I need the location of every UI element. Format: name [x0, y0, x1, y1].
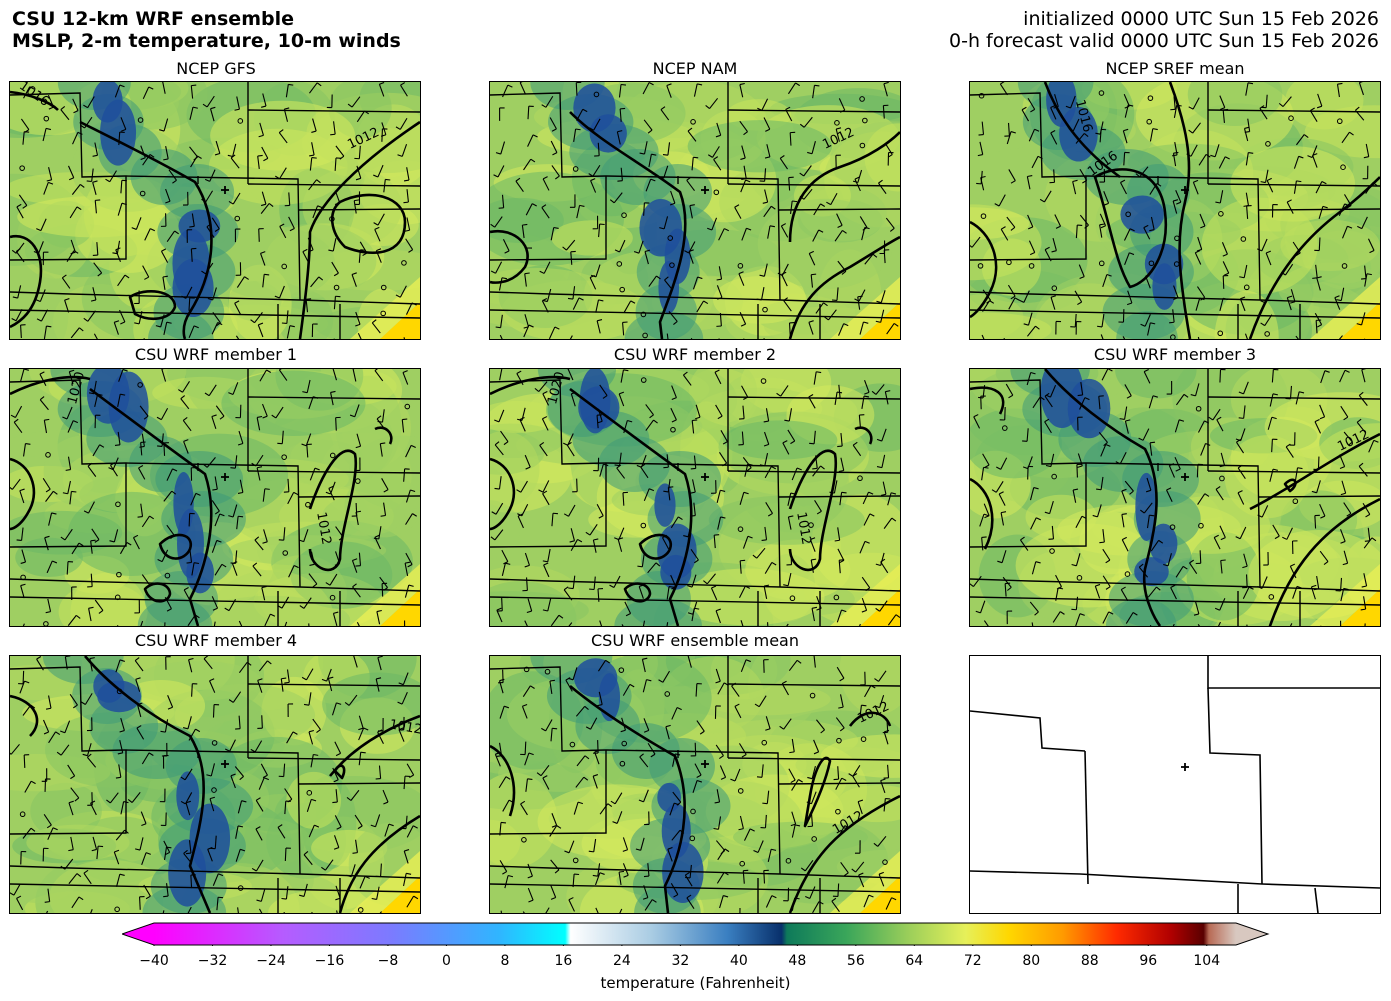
temperature-field — [10, 82, 420, 339]
panel-title-member1: CSU WRF member 1 — [134, 345, 298, 364]
figure-title: CSU 12-km WRF ensemble MSLP, 2-m tempera… — [12, 8, 401, 52]
map-panel-sref[interactable]: 1016 1016 — [969, 81, 1381, 340]
colorbar-tick-label: −24 — [256, 953, 286, 969]
colorbar-tick-label: 72 — [963, 953, 982, 969]
temperature-field — [10, 656, 420, 913]
colorbar-tick-label: 32 — [671, 953, 690, 969]
state-borders — [970, 82, 1380, 339]
wind-barbs — [10, 369, 417, 626]
wind-barbs — [494, 656, 897, 913]
valid-time: 0-h forecast valid 0000 UTC Sun 15 Feb 2… — [949, 30, 1379, 52]
panel-title-gfs: NCEP GFS — [176, 59, 256, 78]
figure-title-line1: CSU 12-km WRF ensemble — [12, 8, 294, 30]
colorbar-tick-label: 8 — [500, 953, 510, 969]
map-panel-blank[interactable] — [969, 655, 1381, 914]
temperature-colorbar — [122, 922, 1270, 946]
isobar-label: 1012 — [313, 511, 334, 546]
map-panel-gfs[interactable]: 1016 1012 — [9, 81, 421, 340]
wind-barbs — [970, 82, 1378, 339]
map-canvas: 1012 — [490, 82, 900, 339]
wind-barbs — [490, 82, 899, 339]
colorbar-tick-label: −32 — [197, 953, 228, 969]
panel-title-sref: NCEP SREF mean — [1105, 59, 1245, 78]
init-time: initialized 0000 UTC Sun 15 Feb 2026 — [1023, 8, 1379, 30]
temperature-field — [490, 369, 900, 626]
state-borders — [490, 82, 900, 339]
colorbar-label: temperature (Fahrenheit) — [600, 974, 791, 992]
map-panel-member3[interactable]: 1012 — [969, 368, 1381, 627]
colorbar-tick-label: 104 — [1193, 953, 1221, 969]
colorbar-tick-label: 16 — [554, 953, 573, 969]
figure-title-line2: MSLP, 2-m temperature, 10-m winds — [12, 30, 401, 52]
panel-title-nam: NCEP NAM — [652, 59, 738, 78]
temperature-field — [490, 82, 900, 339]
colorbar-tick-label: 48 — [788, 953, 807, 969]
wind-barbs — [10, 656, 419, 913]
wind-barbs — [970, 369, 1379, 626]
panel-title-member2: CSU WRF member 2 — [613, 345, 777, 364]
colorbar-tick-label: −8 — [377, 953, 399, 969]
map-canvas: 1012 — [970, 369, 1380, 626]
colorbar-warm-extend — [1236, 923, 1268, 945]
wind-barbs — [490, 369, 900, 626]
temperature-field — [970, 82, 1380, 339]
wind-barbs — [11, 82, 417, 339]
colorbar-tick-label: 24 — [612, 953, 631, 969]
isobar-label: 1012 — [793, 511, 814, 546]
state-borders — [970, 656, 1380, 913]
map-panel-ens-mean[interactable]: 1012 1012 — [489, 655, 901, 914]
map-panel-member2[interactable]: 1020 1012 — [489, 368, 901, 627]
colorbar-tick-label: −16 — [314, 953, 345, 969]
map-panel-member1[interactable]: 1020 1012 — [9, 368, 421, 627]
colorbar-tick-label: 0 — [441, 953, 451, 969]
state-borders — [10, 656, 420, 913]
state-borders — [490, 656, 900, 913]
colorbar-tick-label: 64 — [905, 953, 924, 969]
colorbar-tick-label: 96 — [1139, 953, 1158, 969]
map-panel-nam[interactable]: 1012 — [489, 81, 901, 340]
colorbar-tick-label: 40 — [729, 953, 748, 969]
colorbar-cold-extend — [122, 923, 154, 945]
panel-title-member3: CSU WRF member 3 — [1093, 345, 1257, 364]
colorbar-tick-label: −40 — [139, 953, 169, 969]
colorbar-tick-label: 80 — [1022, 953, 1041, 969]
forecast-time-info: initialized 0000 UTC Sun 15 Feb 2026 0-h… — [949, 8, 1379, 52]
map-canvas: 1012 — [10, 656, 420, 913]
panel-title-ens-mean: CSU WRF ensemble mean — [590, 631, 799, 650]
panel-title-member4: CSU WRF member 4 — [134, 631, 298, 650]
map-panel-member4[interactable]: 1012 — [9, 655, 421, 914]
state-borders — [10, 82, 420, 339]
state-borders — [970, 369, 1380, 626]
colorbar-tick-label: 88 — [1080, 953, 1099, 969]
map-canvas — [970, 656, 1380, 913]
colorbar-body — [154, 923, 1236, 945]
colorbar-tick-label: 56 — [846, 953, 865, 969]
temperature-field — [10, 369, 420, 626]
